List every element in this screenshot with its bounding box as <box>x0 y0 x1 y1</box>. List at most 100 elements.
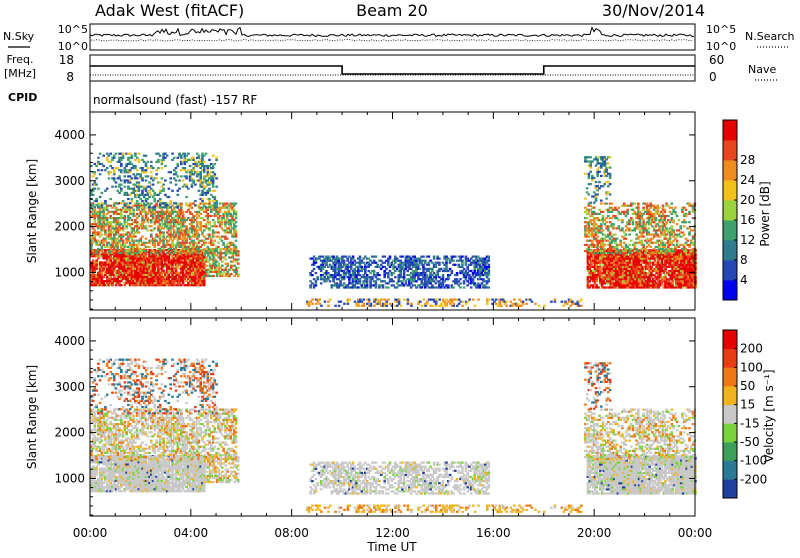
range-cell <box>217 231 220 233</box>
range-cell <box>192 157 195 159</box>
range-cell <box>169 171 172 173</box>
range-cell <box>400 305 403 307</box>
range-cell <box>175 270 178 272</box>
range-cell <box>122 229 125 231</box>
range-cell <box>147 217 150 219</box>
range-cell <box>346 258 349 260</box>
range-cell <box>196 229 199 231</box>
range-cell <box>150 161 153 163</box>
range-cell <box>198 165 201 167</box>
range-cell <box>338 305 341 307</box>
range-cell <box>419 268 422 270</box>
range-cell <box>433 280 436 282</box>
range-cell <box>109 255 112 257</box>
range-cell <box>134 167 137 169</box>
range-cell <box>205 211 208 213</box>
range-cell <box>203 219 206 221</box>
range-cell <box>178 250 181 252</box>
range-cell <box>208 188 211 190</box>
freq-panel-frame <box>90 55 695 81</box>
range-cell <box>95 261 98 263</box>
range-cell <box>398 303 401 305</box>
range-cell <box>438 270 441 272</box>
range-cell <box>231 215 234 217</box>
range-cell <box>456 282 459 284</box>
range-cell <box>134 153 137 155</box>
range-cell <box>198 236 201 238</box>
range-cell <box>199 246 202 248</box>
range-cell <box>203 167 206 169</box>
range-cell <box>601 274 604 276</box>
range-cell <box>309 284 312 286</box>
range-cell <box>332 278 335 280</box>
range-cell <box>475 266 478 268</box>
range-cell <box>129 225 132 227</box>
range-cell <box>369 282 372 284</box>
range-cell <box>237 252 240 254</box>
range-cell <box>353 260 356 262</box>
range-cell <box>477 282 480 284</box>
range-cell <box>215 204 218 206</box>
range-cell <box>150 219 153 221</box>
range-cell <box>226 215 229 217</box>
range-cell <box>359 280 362 282</box>
range-cell <box>364 256 367 258</box>
range-cell <box>180 259 183 261</box>
range-cell <box>654 260 657 262</box>
range-cell <box>117 248 120 250</box>
range-cell <box>470 270 473 272</box>
range-cell <box>465 262 468 264</box>
range-cell <box>99 213 102 215</box>
range-cell <box>522 303 525 305</box>
range-cell <box>394 266 397 268</box>
range-cell <box>488 278 491 280</box>
range-cell <box>327 278 330 280</box>
range-cell <box>134 219 137 221</box>
range-cell <box>196 238 199 240</box>
noise-right-tick-top: 10^5 <box>706 23 736 36</box>
range-cell <box>159 223 162 225</box>
range-cell <box>522 301 525 303</box>
range-cell <box>222 215 225 217</box>
range-cell <box>171 153 174 155</box>
range-cell <box>387 262 390 264</box>
range-cell <box>101 192 104 194</box>
range-cell <box>104 266 107 268</box>
range-cell <box>225 269 228 271</box>
range-cell <box>387 274 390 276</box>
range-cell <box>111 244 114 246</box>
range-cell <box>215 202 218 204</box>
range-cell <box>233 227 236 229</box>
range-cell <box>150 165 153 167</box>
range-cell <box>150 203 153 205</box>
range-cell <box>127 159 130 161</box>
range-cell <box>394 276 397 278</box>
range-cell <box>177 240 180 242</box>
range-cell <box>106 276 109 278</box>
range-cell <box>129 209 132 211</box>
range-cell <box>131 177 134 179</box>
range-cell <box>168 196 171 198</box>
range-cell <box>182 280 185 282</box>
range-cell <box>106 157 109 159</box>
range-cell <box>177 165 180 167</box>
range-cell <box>173 282 176 284</box>
range-cell <box>440 268 443 270</box>
range-cell <box>428 262 431 264</box>
range-cell <box>106 159 109 161</box>
range-cell <box>129 153 132 155</box>
range-cell <box>104 169 107 171</box>
range-cell <box>461 301 464 303</box>
range-cell <box>389 266 392 268</box>
range-cell <box>138 159 141 161</box>
range-cell <box>97 157 100 159</box>
range-cell <box>309 272 312 274</box>
range-cell <box>217 252 220 254</box>
range-cell <box>343 270 346 272</box>
range-cell <box>459 282 462 284</box>
range-cell <box>138 242 141 244</box>
range-cell <box>226 238 229 240</box>
range-cell <box>196 231 199 233</box>
range-cell <box>399 260 402 262</box>
range-cell <box>109 153 112 155</box>
